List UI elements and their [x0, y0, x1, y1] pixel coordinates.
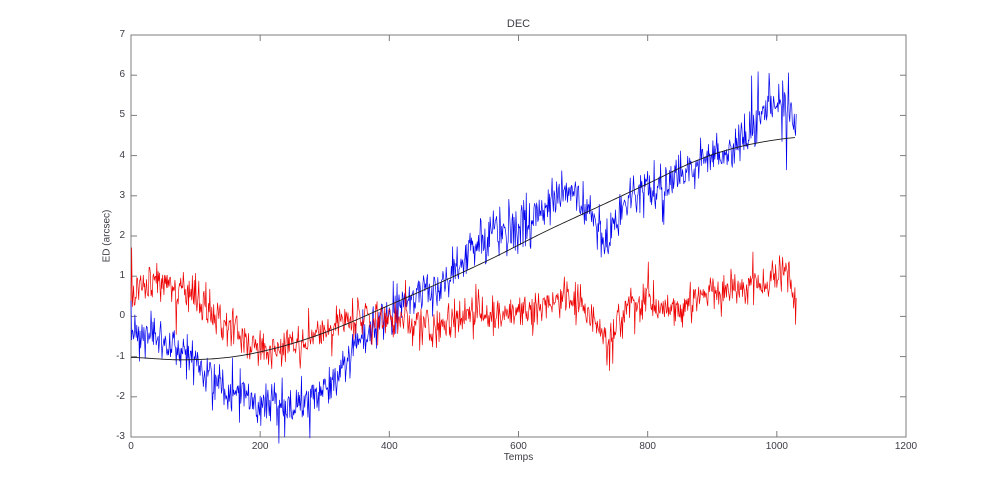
x-tick-label: 1000 [765, 441, 788, 452]
x-tick-label: 800 [639, 441, 656, 452]
x-tick-label: 0 [128, 441, 134, 452]
x-tick-label: 1200 [894, 441, 918, 452]
x-tick-label: 600 [510, 441, 527, 452]
y-tick-label: 0 [119, 310, 125, 322]
y-tick-label: 3 [119, 189, 125, 201]
blue-noisy-series [130, 71, 797, 444]
y-tick-label: -3 [116, 431, 125, 442]
y-tick-label: -1 [116, 350, 125, 362]
x-axis-label: Temps [503, 452, 534, 463]
chart-title: DEC [506, 18, 531, 30]
y-tick-label: -2 [116, 390, 125, 402]
x-tick-label: 200 [251, 441, 269, 452]
y-tick-label: 4 [119, 149, 125, 161]
y-tick-label: 2 [119, 230, 125, 241]
y-tick-label: 6 [119, 69, 125, 81]
x-tick-label: 400 [380, 441, 398, 452]
y-tick-label: 5 [119, 109, 125, 121]
red-noisy-series [130, 247, 797, 372]
y-tick-label: 7 [119, 29, 125, 40]
black-trend-line [130, 137, 795, 361]
y-tick-label: 1 [119, 270, 125, 282]
